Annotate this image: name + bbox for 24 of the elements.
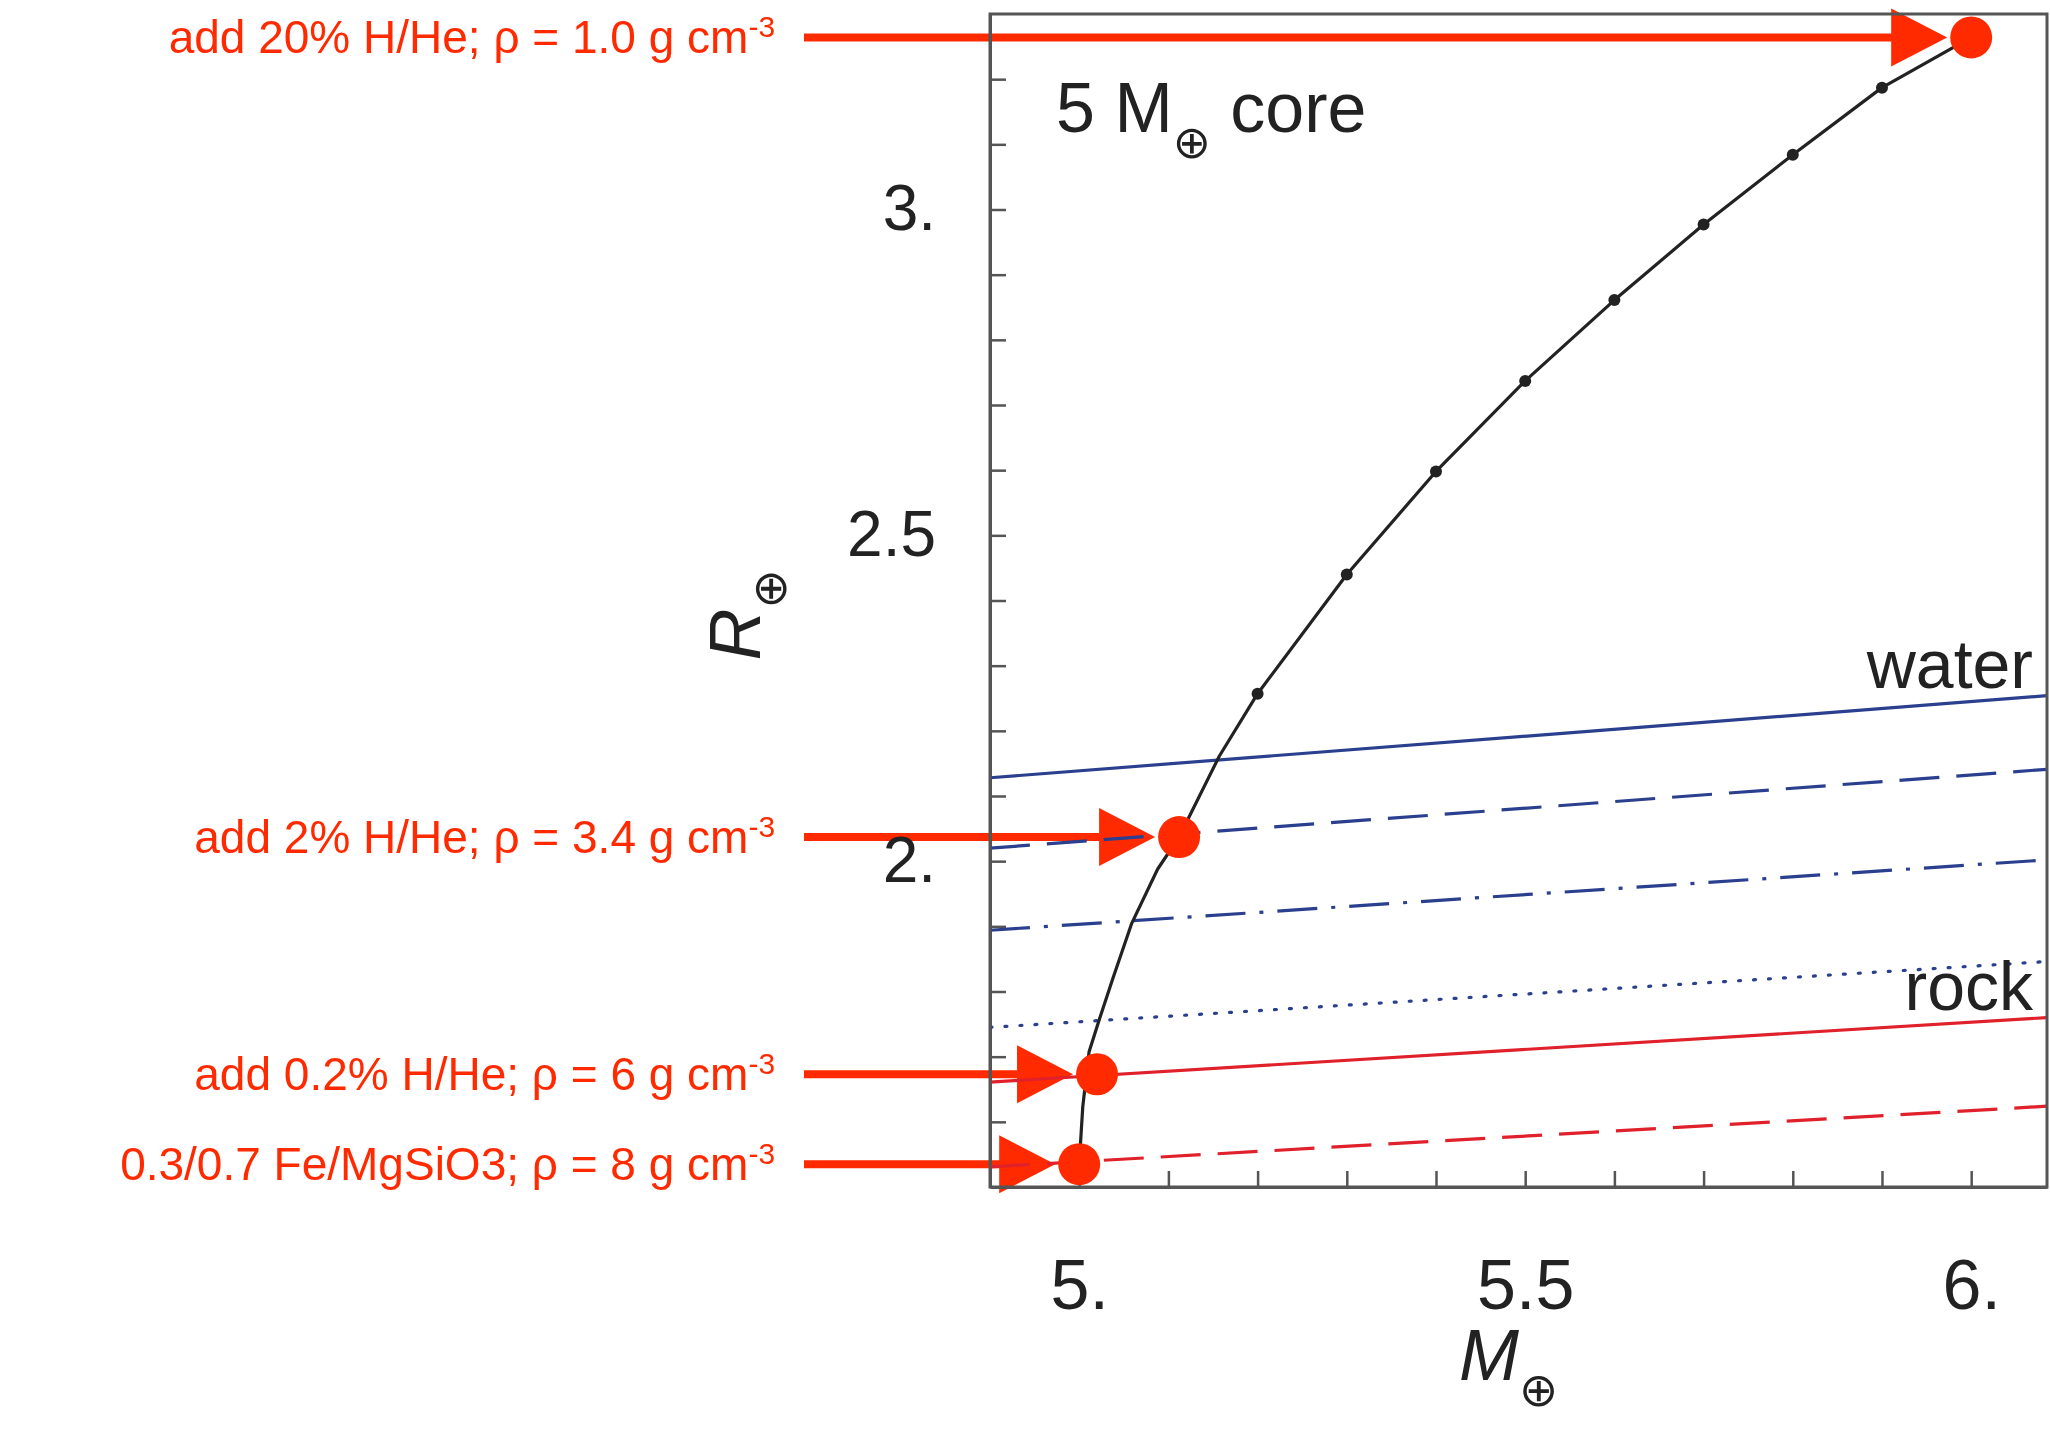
- point: [1058, 1143, 1101, 1186]
- point: [1158, 816, 1201, 859]
- point: [1340, 568, 1353, 581]
- point: [1076, 1053, 1119, 1096]
- y-tick-label: 3.: [882, 172, 936, 245]
- text: 0.3/0.7 Fe/MgSiO3; ρ = 8 g cm$^{-3}$: [120, 1136, 775, 1191]
- point: [1251, 687, 1264, 700]
- text: add 0.2% H/He; ρ = 6 g cm$^{-3}$: [194, 1046, 775, 1101]
- point: [1608, 294, 1621, 307]
- y-tick-label: 2.: [882, 824, 936, 897]
- point: [1786, 148, 1799, 161]
- point: [1950, 16, 1993, 59]
- annotation: 5 M$_{⊕}$ core: [1056, 69, 1367, 168]
- x-tick-label: 6.: [1942, 1245, 2001, 1324]
- y-tick-label: 2.5: [847, 498, 936, 571]
- point: [1429, 465, 1442, 478]
- text: add 20% H/He; ρ = 1.0 g cm$^{-3}$: [168, 9, 775, 64]
- point: [1875, 81, 1888, 94]
- point: [1519, 374, 1532, 387]
- series-label: water: [1865, 625, 2033, 702]
- point: [1697, 218, 1710, 231]
- text: add 2% H/He; ρ = 3.4 g cm$^{-3}$: [194, 809, 775, 864]
- x-tick-label: 5.: [1050, 1245, 1109, 1324]
- series-label: rock: [1904, 947, 2034, 1024]
